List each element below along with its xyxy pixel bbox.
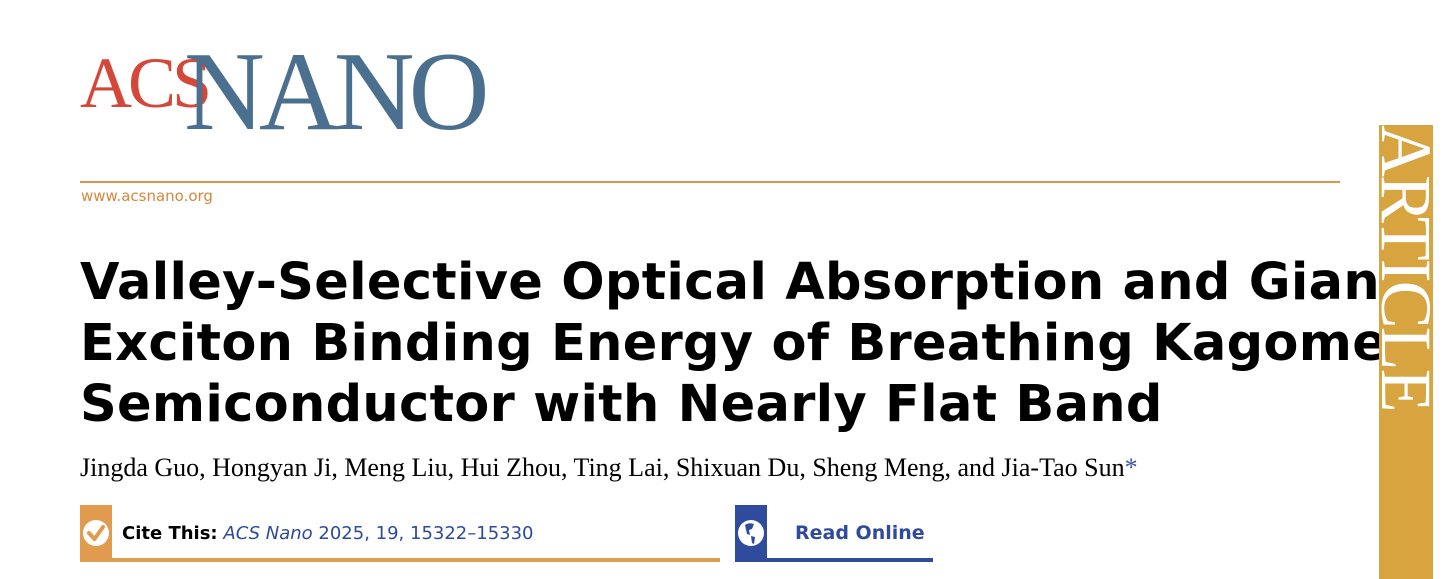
cite-details[interactable]: 2025, 19, 15322–15330 xyxy=(318,523,534,544)
cite-this-box[interactable]: Cite This: ACS Nano 2025, 19, 15322–1533… xyxy=(80,505,720,562)
read-online-label[interactable]: Read Online xyxy=(795,522,925,544)
read-online-button[interactable]: Read Online xyxy=(735,505,933,562)
read-online-icon-box xyxy=(735,505,767,561)
journal-url[interactable]: www.acsnano.org xyxy=(81,187,213,205)
cite-text: Cite This: ACS Nano 2025, 19, 15322–1533… xyxy=(122,523,534,544)
cite-label: Cite This: xyxy=(122,523,218,544)
globe-icon xyxy=(738,520,764,546)
cite-journal[interactable]: ACS Nano xyxy=(223,523,313,544)
corresponding-author-mark[interactable]: * xyxy=(1124,453,1138,482)
authors-text: Jingda Guo, Hongyan Ji, Meng Liu, Hui Zh… xyxy=(80,453,1125,482)
read-online-underline xyxy=(735,558,933,562)
article-type-label: ARTICLE xyxy=(1379,125,1433,411)
cite-icon-box xyxy=(80,505,112,561)
header-divider xyxy=(80,181,1340,183)
cite-underline xyxy=(80,558,720,562)
title-line: Semiconductor with Nearly Flat Band xyxy=(80,375,1163,434)
logo-nano: NANO xyxy=(184,30,490,154)
title-line: Exciton Binding Energy of Breathing Kago… xyxy=(80,314,1388,373)
author-list: Jingda Guo, Hongyan Ji, Meng Liu, Hui Zh… xyxy=(80,453,1138,483)
article-title: Valley-Selective Optical Absorption and … xyxy=(80,252,1405,435)
article-type-banner: ARTICLE xyxy=(1379,125,1433,579)
title-line: Valley-Selective Optical Absorption and … xyxy=(80,253,1405,312)
checkmark-icon xyxy=(83,520,109,546)
logo-acs: ACS xyxy=(80,43,212,123)
